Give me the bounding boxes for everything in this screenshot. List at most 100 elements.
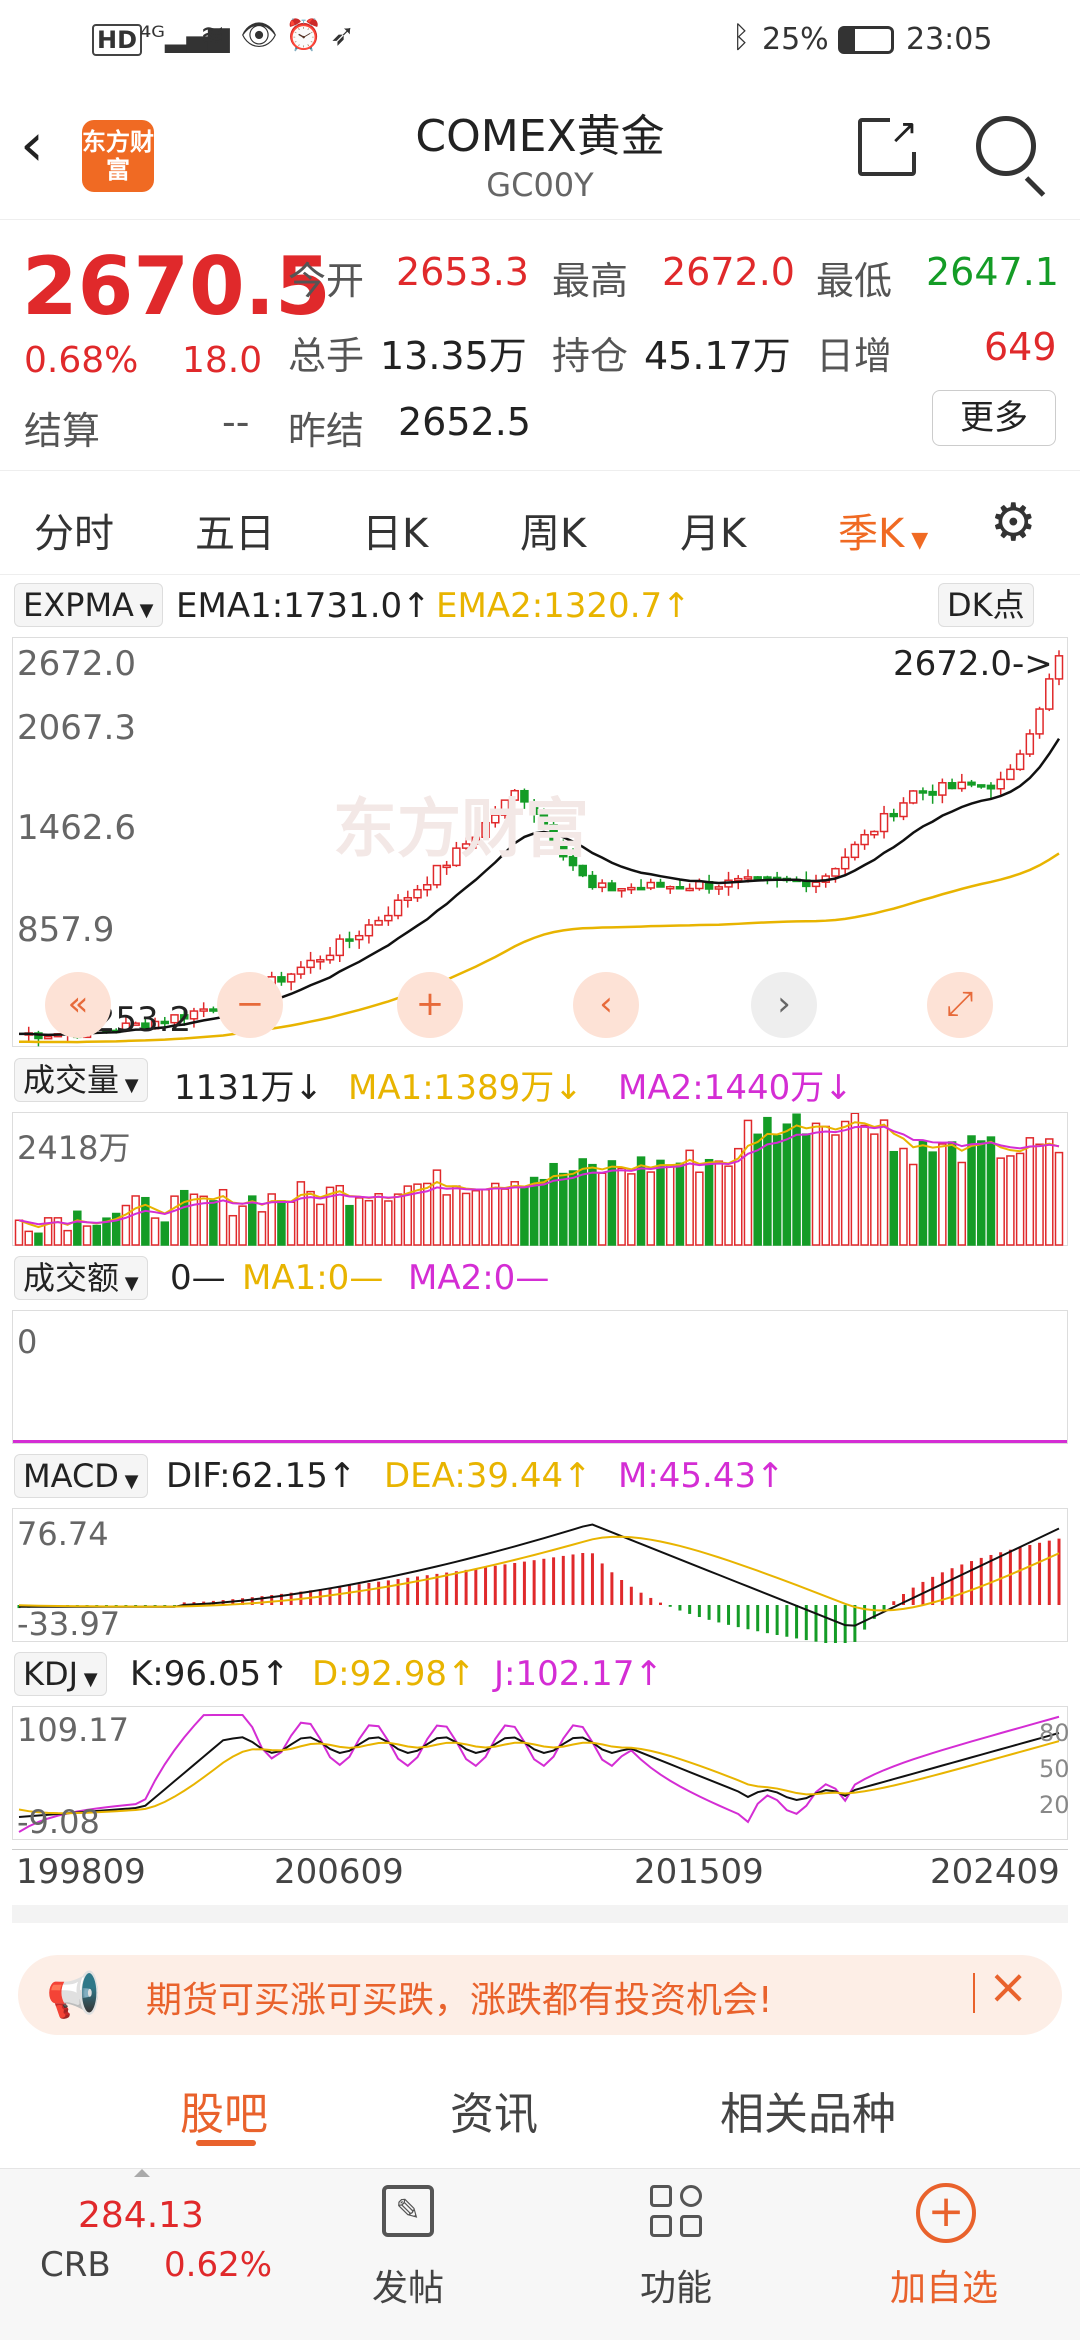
tab-daily-k[interactable]: 日K bbox=[362, 511, 429, 557]
volume-bar bbox=[831, 1134, 840, 1246]
settings-gear-icon[interactable]: ⚙ bbox=[990, 493, 1037, 553]
volume-bar bbox=[82, 1225, 92, 1246]
volume-bar bbox=[500, 1188, 510, 1246]
settle-value: -- bbox=[222, 400, 250, 444]
price-tick-4: 857.9 bbox=[17, 910, 115, 950]
kdj-select[interactable]: KDJ ▼ bbox=[14, 1652, 107, 1696]
indicator-select[interactable]: EXPMA ▼ bbox=[14, 583, 163, 627]
volume-bar bbox=[753, 1133, 762, 1246]
dk-point-button[interactable]: DK点 bbox=[938, 583, 1034, 627]
candle-body bbox=[413, 888, 422, 899]
volume-bar bbox=[918, 1140, 928, 1246]
close-icon[interactable]: × bbox=[988, 1959, 1029, 2015]
candle-body bbox=[976, 784, 986, 788]
post-button[interactable]: 发帖 bbox=[372, 2268, 445, 2309]
volume-bar bbox=[354, 1197, 364, 1246]
back-icon[interactable]: ‹ bbox=[20, 110, 44, 180]
candle-body bbox=[452, 847, 461, 867]
macd-dea: DEA:39.44↑ bbox=[384, 1456, 592, 1496]
candle-body bbox=[947, 782, 957, 790]
price-tick-2: 2067.3 bbox=[17, 708, 136, 748]
search-icon[interactable] bbox=[976, 116, 1046, 197]
volume-bar bbox=[928, 1151, 937, 1246]
share-icon[interactable]: ↗ bbox=[858, 112, 918, 176]
volume-bar bbox=[802, 1133, 811, 1246]
crb-label[interactable]: CRB bbox=[40, 2245, 111, 2285]
more-button[interactable]: 更多 bbox=[932, 390, 1056, 446]
tab-five-day[interactable]: 五日 bbox=[195, 511, 275, 557]
volume-bar bbox=[578, 1158, 587, 1246]
tab-weekly-k[interactable]: 周K bbox=[520, 511, 587, 557]
function-button[interactable]: 功能 bbox=[640, 2268, 713, 2309]
grid-icon[interactable] bbox=[650, 2185, 706, 2241]
candle-body bbox=[384, 914, 393, 922]
app-logo: 东方财富 bbox=[82, 120, 154, 192]
volume-bar bbox=[938, 1143, 947, 1246]
volume-select[interactable]: 成交量 ▼ bbox=[14, 1058, 148, 1102]
volume-bar bbox=[870, 1133, 879, 1246]
fullscreen-icon[interactable]: ⤢ bbox=[927, 972, 993, 1038]
macd-select[interactable]: MACD ▼ bbox=[14, 1454, 148, 1498]
kline-chart[interactable]: 东方财富 2672.0 2067.3 1462.6 857.9 2672.0->… bbox=[12, 637, 1068, 1047]
kdj-d: D:92.98↑ bbox=[312, 1654, 476, 1694]
volume-bar bbox=[150, 1217, 160, 1246]
daily-increase-value: 649 bbox=[984, 325, 1057, 369]
kdj-tick-50: 50 bbox=[1039, 1755, 1070, 1783]
volume-bar bbox=[209, 1200, 218, 1246]
tab-intraday[interactable]: 分时 bbox=[34, 511, 114, 557]
amount-select[interactable]: 成交额 ▼ bbox=[14, 1256, 148, 1300]
crb-percent[interactable]: 0.62% bbox=[164, 2245, 273, 2285]
volume-ma1: MA1:1389万↓ bbox=[348, 1068, 583, 1108]
dropdown-icon: ▼ bbox=[904, 528, 929, 553]
add-circle-icon[interactable]: + bbox=[916, 2183, 976, 2243]
volume-bar bbox=[646, 1171, 656, 1246]
tab-guba[interactable]: 股吧 bbox=[180, 2089, 268, 2140]
volume-bar bbox=[53, 1217, 63, 1246]
candle-body bbox=[656, 881, 665, 888]
daily-increase-label: 日增 bbox=[816, 334, 893, 378]
candle-body bbox=[734, 877, 743, 882]
volume-bar bbox=[179, 1189, 189, 1246]
tab-monthly-k[interactable]: 月K bbox=[680, 511, 747, 557]
candle-body bbox=[860, 833, 869, 846]
volume-bar bbox=[277, 1200, 286, 1246]
scroll-left-icon[interactable]: ‹ bbox=[573, 972, 639, 1038]
candle-body bbox=[627, 886, 636, 891]
zoom-in-icon[interactable]: + bbox=[397, 972, 463, 1038]
dropdown-icon: ▼ bbox=[119, 1075, 139, 1096]
candle-body bbox=[461, 843, 471, 849]
volume-bar bbox=[539, 1178, 549, 1246]
candle-body bbox=[1025, 733, 1035, 755]
period-tabs: 分时 五日 日K 周K 月K 季K ▼ ⚙ bbox=[0, 470, 1080, 575]
candle-body bbox=[1054, 655, 1064, 680]
macd-m: M:45.43↑ bbox=[618, 1456, 785, 1496]
volume-bar bbox=[461, 1192, 471, 1246]
add-watchlist-button[interactable]: 加自选 bbox=[890, 2268, 999, 2309]
volume-bar bbox=[73, 1210, 82, 1246]
promo-banner[interactable]: 📢 期货可买涨可买跌，涨跌都有投资机会! × bbox=[18, 1955, 1062, 2035]
amount-tick: 0 bbox=[17, 1323, 38, 1361]
volume-bar bbox=[306, 1190, 315, 1246]
volume-current: 1131万↓ bbox=[174, 1068, 324, 1108]
candle-body bbox=[1045, 678, 1054, 710]
volume-bar bbox=[14, 1219, 24, 1246]
amount-ma1: MA1:0— bbox=[242, 1258, 384, 1298]
crb-value[interactable]: 284.13 bbox=[78, 2195, 204, 2236]
tab-quarterly-k[interactable]: 季K ▼ bbox=[838, 511, 929, 557]
candle-body bbox=[636, 886, 646, 891]
tab-related[interactable]: 相关品种 bbox=[720, 2089, 896, 2140]
tab-news[interactable]: 资讯 bbox=[450, 2089, 538, 2140]
edit-icon[interactable]: ✎ bbox=[382, 2185, 434, 2237]
zoom-out-icon[interactable]: − bbox=[217, 972, 283, 1038]
volume-bar bbox=[675, 1162, 685, 1246]
volume-bar bbox=[422, 1182, 432, 1246]
open-interest-value: 45.17万 bbox=[644, 334, 791, 378]
dropdown-icon: ▼ bbox=[118, 1471, 139, 1492]
open-value: 2653.3 bbox=[396, 250, 529, 294]
volume-bar bbox=[63, 1229, 72, 1246]
volume-bar bbox=[967, 1135, 976, 1246]
volume-bar bbox=[481, 1189, 490, 1246]
scroll-left-fast-icon[interactable]: « bbox=[45, 972, 111, 1038]
candle-body bbox=[850, 843, 860, 859]
scroll-right-icon[interactable]: › bbox=[751, 972, 817, 1038]
